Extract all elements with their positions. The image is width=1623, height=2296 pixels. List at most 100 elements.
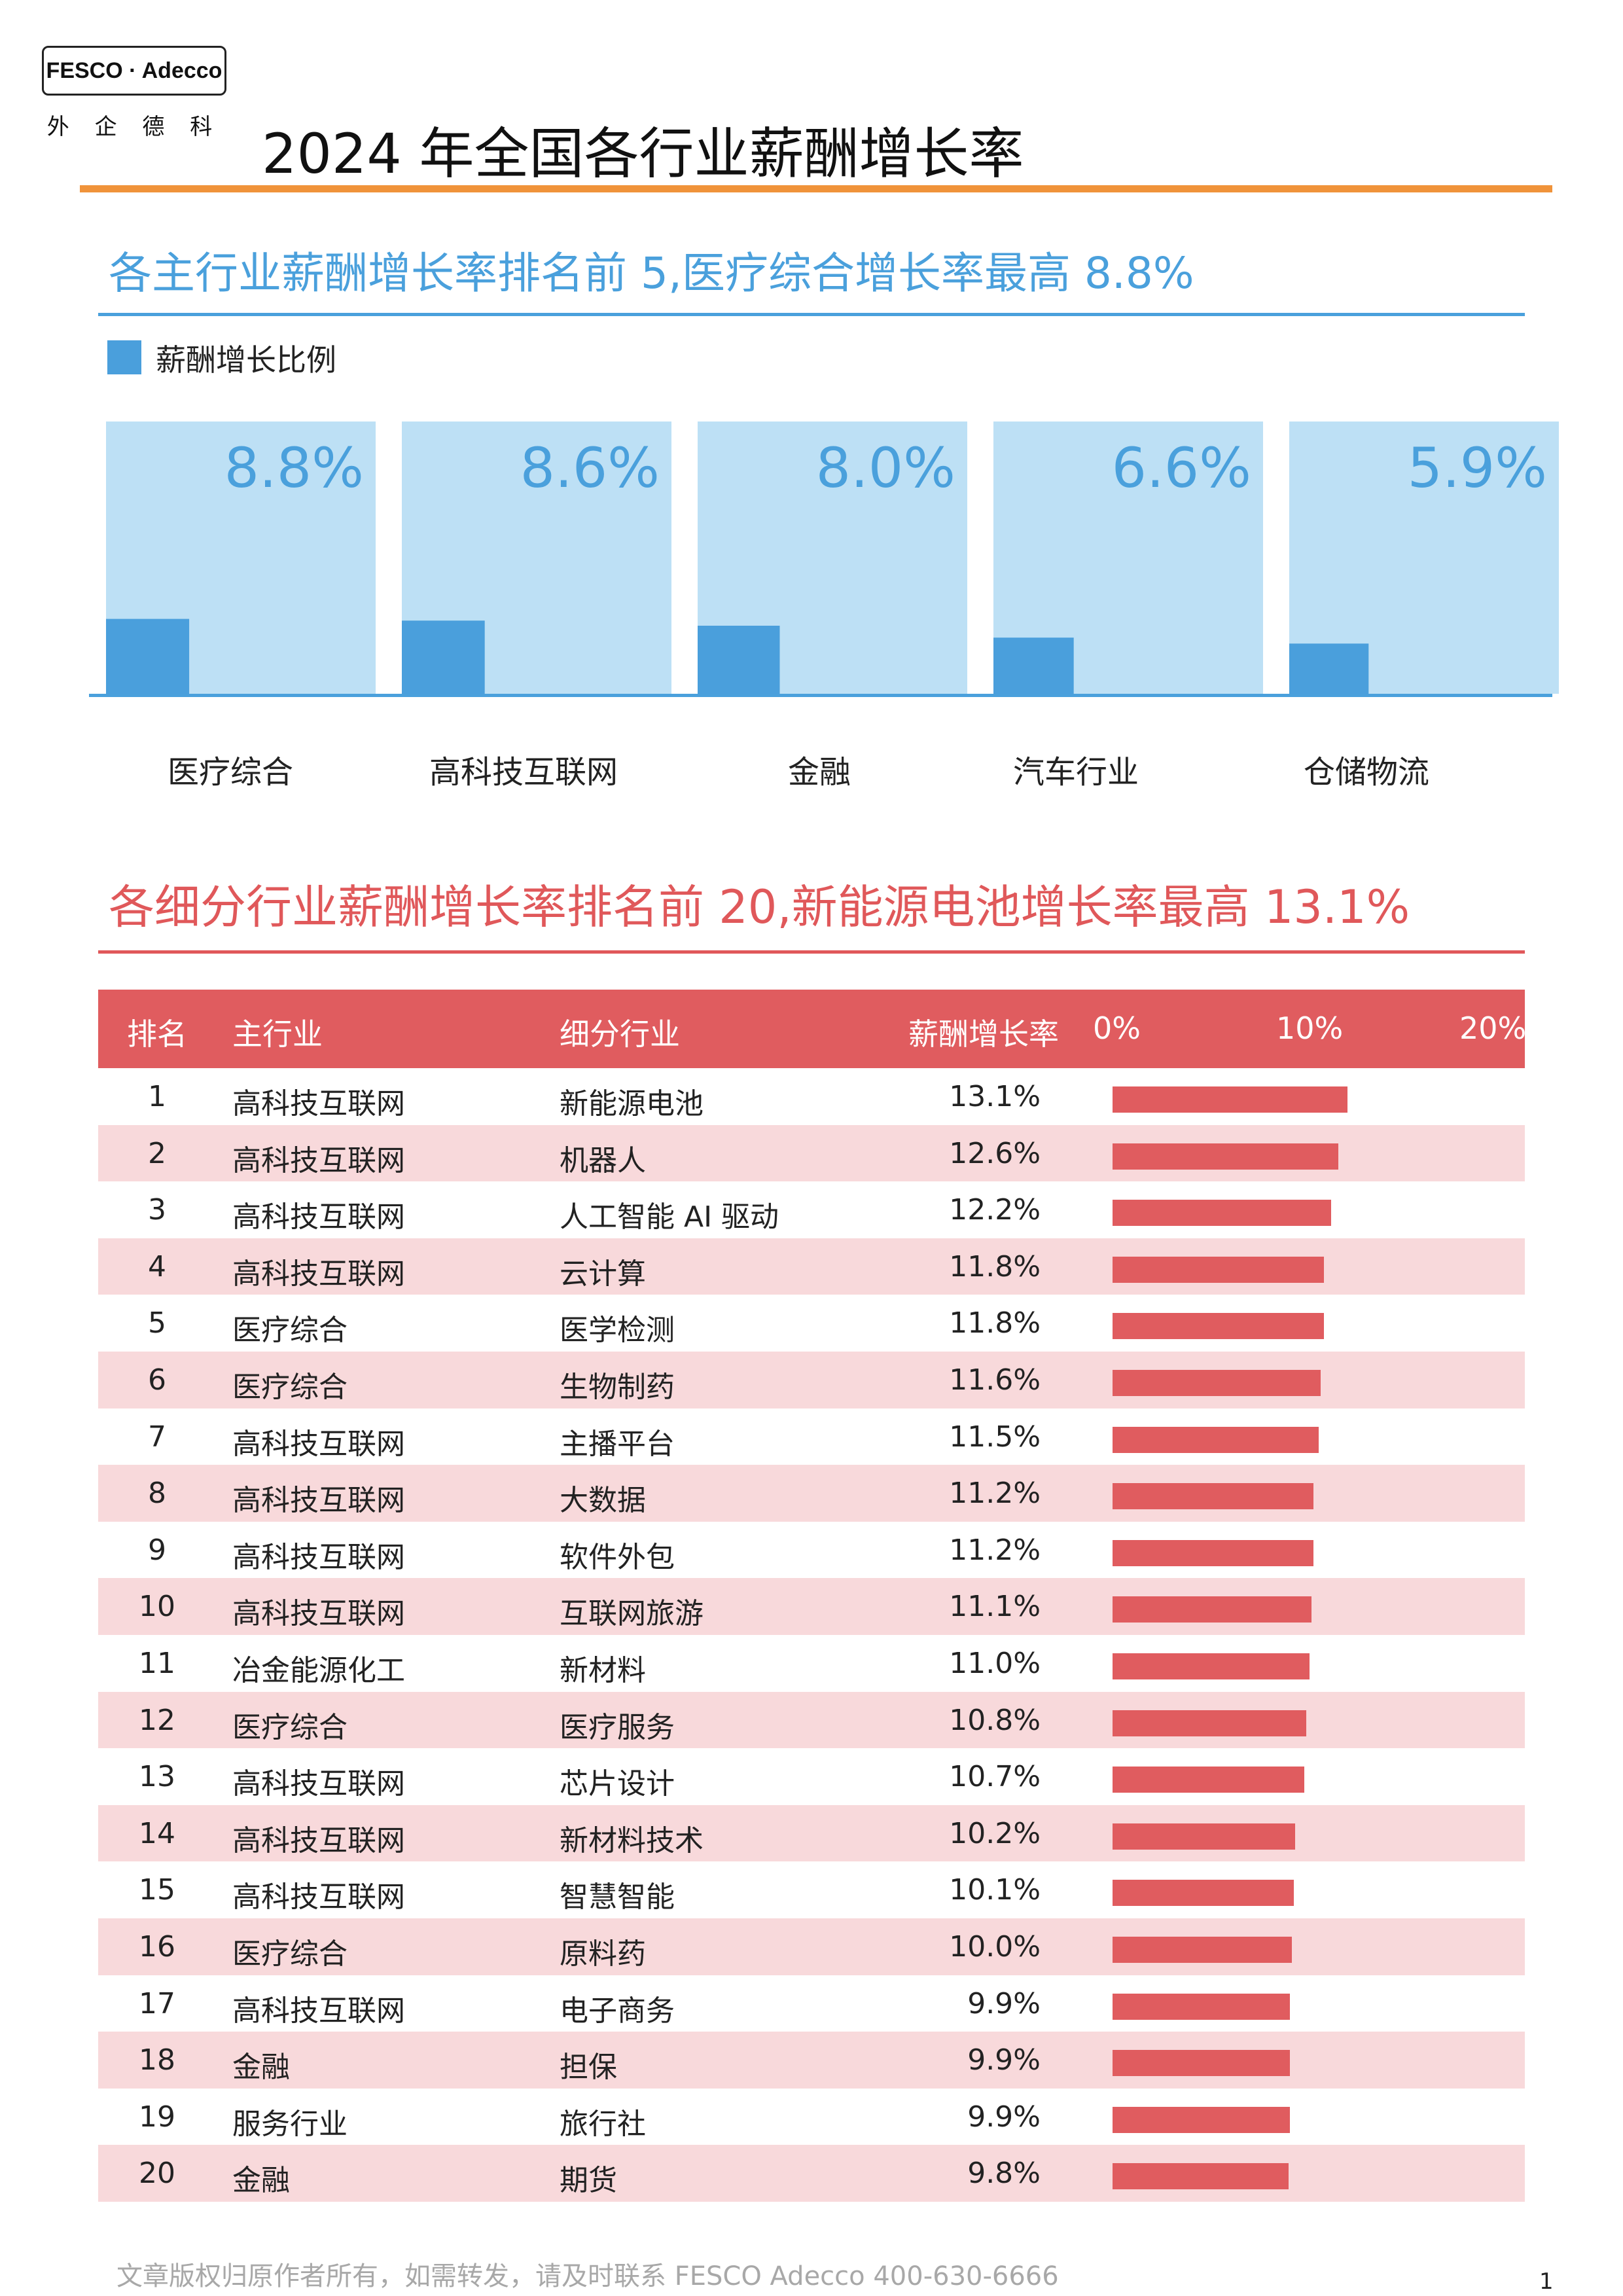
growth-rate-cell: 10.2%: [949, 1816, 1041, 1850]
main-industry-cell: 高科技互联网: [232, 1767, 405, 1801]
main-industry-cell: 高科技互联网: [232, 1597, 405, 1631]
growth-rate-bar: [1113, 1483, 1313, 1510]
main-industry-cell: 医疗综合: [232, 1370, 348, 1404]
title-divider: [80, 185, 1552, 192]
x-axis-line: [89, 694, 1552, 697]
sub-industry-cell: 旅行社: [560, 2107, 646, 2141]
rank-cell: 13: [139, 1760, 175, 1794]
main-industry-cell: 金融: [232, 2051, 290, 2085]
rank-cell: 4: [148, 1249, 166, 1283]
table-row: 10 高科技互联网 互联网旅游 11.1%: [98, 1578, 1525, 1635]
growth-rate-bar: [1113, 1539, 1313, 1566]
growth-rate-bar: [1113, 1200, 1331, 1227]
growth-rate-bar: [1113, 1369, 1321, 1396]
sub-industry-heading: 各细分行业薪酬增长率排名前 20,新能源电池增长率最高 13.1%: [109, 880, 1410, 934]
main-industry-cell: 高科技互联网: [232, 1823, 405, 1857]
main-industry-cell: 医疗综合: [232, 1937, 348, 1971]
main-industry-cell: 金融: [232, 2164, 290, 2198]
main-industry-cell: 高科技互联网: [232, 1427, 405, 1461]
main-industry-bar-chart: 8.8% 8.6% 8.0% 6.6% 5.9%: [89, 422, 1559, 697]
rank-cell: 5: [148, 1306, 166, 1340]
page-number: 1: [1539, 2269, 1554, 2295]
sub-industry-cell: 机器人: [560, 1143, 646, 1177]
rank-cell: 7: [148, 1420, 166, 1454]
table-row: 14 高科技互联网 新材料技术 10.2%: [98, 1804, 1525, 1862]
growth-rate-cell: 9.8%: [967, 2157, 1041, 2191]
growth-rate-cell: 10.7%: [949, 1760, 1041, 1794]
sub-industry-cell: 生物制药: [560, 1370, 675, 1404]
sub-industry-cell: 新材料: [560, 1653, 646, 1687]
main-industry-cell: 高科技互联网: [232, 1257, 405, 1291]
table-row: 9 高科技互联网 软件外包 11.2%: [98, 1522, 1525, 1579]
table-row: 5 医疗综合 医学检测 11.8%: [98, 1295, 1525, 1352]
table-row: 13 高科技互联网 芯片设计 10.7%: [98, 1748, 1525, 1805]
growth-rate-cell: 10.8%: [949, 1703, 1041, 1737]
sub-industry-cell: 云计算: [560, 1257, 646, 1291]
sub-industry-cell: 人工智能 AI 驱动: [560, 1200, 779, 1234]
axis-tick-0: 0%: [1093, 1011, 1141, 1046]
growth-rate-bar: [1113, 1143, 1338, 1170]
sub-industry-cell: 软件外包: [560, 1540, 675, 1574]
growth-rate-cell: 11.2%: [949, 1533, 1041, 1567]
growth-rate-cell: 11.5%: [949, 1420, 1041, 1454]
table-row: 17 高科技互联网 电子商务 9.9%: [98, 1975, 1525, 2032]
growth-rate-bar: [1113, 1936, 1292, 1963]
main-industry-heading: 各主行业薪酬增长率排名前 5,医疗综合增长率最高 8.8%: [109, 248, 1194, 298]
table-row: 2 高科技互联网 机器人 12.6%: [98, 1124, 1525, 1182]
main-industry-cell: 高科技互联网: [232, 1087, 405, 1121]
sub-industry-cell: 原料药: [560, 1937, 646, 1971]
header-main-industry: 主行业: [232, 1016, 323, 1052]
category-label: 高科技互联网: [429, 754, 618, 791]
growth-rate-bar: [1113, 1823, 1295, 1850]
growth-rate-bar: [1113, 1596, 1311, 1623]
main-industry-cell: 高科技互联网: [232, 1540, 405, 1574]
growth-rate-cell: 11.8%: [949, 1249, 1041, 1283]
sub-industry-cell: 智慧智能: [560, 1880, 675, 1914]
table-row: 18 金融 担保 9.9%: [98, 2032, 1525, 2089]
bar-value-label: 6.6%: [1112, 436, 1251, 500]
growth-rate-cell: 11.6%: [949, 1363, 1041, 1397]
main-industry-divider: [98, 313, 1525, 316]
main-industry-cell: 医疗综合: [232, 1314, 348, 1348]
growth-rate-cell: 11.0%: [949, 1646, 1041, 1680]
rank-cell: 18: [139, 2043, 175, 2077]
growth-rate-bar: [1113, 1710, 1306, 1736]
sub-industry-cell: 大数据: [560, 1484, 646, 1518]
table-row: 15 高科技互联网 智慧智能 10.1%: [98, 1861, 1525, 1918]
main-industry-cell: 高科技互联网: [232, 1994, 405, 2028]
rank-cell: 3: [148, 1193, 166, 1227]
sub-industry-cell: 医疗服务: [560, 1710, 675, 1744]
main-industry-cell: 服务行业: [232, 2107, 348, 2141]
header-growth-rate: 薪酬增长率: [908, 1016, 1059, 1052]
growth-rate-cell: 11.1%: [949, 1590, 1041, 1624]
main-industry-cell: 高科技互联网: [232, 1143, 405, 1177]
ranking-table-body: 1 高科技互联网 新能源电池 13.1% 2 高科技互联网 机器人 12.6% 3 高科技互联网人…: [98, 1068, 1525, 2202]
growth-rate-bar: [1113, 1086, 1347, 1113]
rank-cell: 15: [139, 1873, 175, 1907]
category-label: 仓储物流: [1303, 754, 1429, 791]
category-label: 汽车行业: [1012, 754, 1139, 791]
header-sub-industry: 细分行业: [560, 1016, 680, 1052]
growth-rate-cell: 9.9%: [967, 2043, 1041, 2077]
growth-rate-cell: 9.9%: [967, 2100, 1041, 2134]
growth-rate-cell: 11.2%: [949, 1477, 1041, 1511]
page-title: 2024 年全国各行业薪酬增长率: [262, 122, 1024, 186]
table-row: 7 高科技互联网 主播平台 11.5%: [98, 1408, 1525, 1465]
bar-3: [698, 626, 780, 694]
axis-tick-20: 20%: [1459, 1011, 1527, 1046]
table-header: 排名 主行业 细分行业 薪酬增长率 0% 10% 20%: [98, 990, 1527, 1068]
rank-cell: 8: [148, 1477, 166, 1511]
rank-cell: 19: [139, 2100, 175, 2134]
bar-5: [1289, 643, 1369, 694]
table-row: 1 高科技互联网 新能源电池 13.1%: [98, 1068, 1525, 1125]
sub-industry-cell: 互联网旅游: [560, 1597, 704, 1631]
rank-cell: 9: [148, 1533, 166, 1567]
table-row: 16 医疗综合 原料药 10.0%: [98, 1918, 1525, 1975]
main-industry-cell: 高科技互联网: [232, 1880, 405, 1914]
copyright-footer: 文章版权归原作者所有，如需转发，请及时联系 FESCO Adecco 400-6…: [116, 2261, 1059, 2291]
bar-2: [402, 620, 485, 694]
sub-industry-cell: 电子商务: [560, 1994, 675, 2028]
growth-rate-cell: 10.1%: [949, 1873, 1041, 1907]
rank-cell: 11: [139, 1646, 175, 1680]
sub-industry-cell: 医学检测: [560, 1314, 675, 1348]
